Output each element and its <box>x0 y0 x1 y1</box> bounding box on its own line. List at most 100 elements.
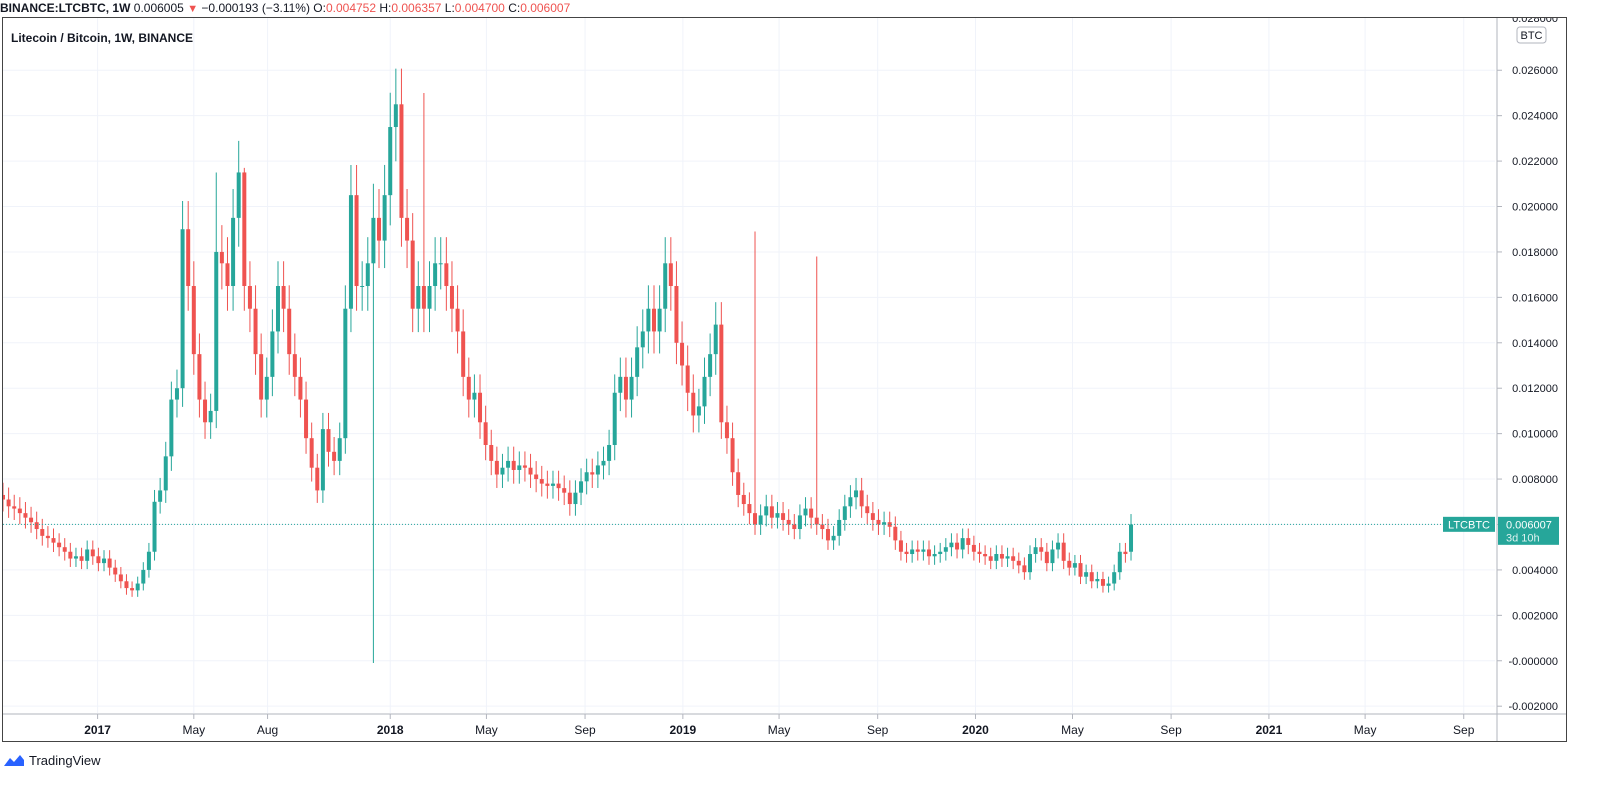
candle[interactable] <box>1067 552 1072 576</box>
candle[interactable] <box>926 540 931 565</box>
candle[interactable] <box>646 285 651 354</box>
candle[interactable] <box>483 405 488 461</box>
candle[interactable] <box>416 261 421 333</box>
candle[interactable] <box>410 213 415 333</box>
candle[interactable] <box>893 516 898 550</box>
candle[interactable] <box>713 302 718 375</box>
candle[interactable] <box>573 480 578 516</box>
candle[interactable] <box>696 388 701 433</box>
candle[interactable] <box>708 333 713 397</box>
candle[interactable] <box>45 526 50 548</box>
candle[interactable] <box>281 261 286 333</box>
candle[interactable] <box>360 261 365 311</box>
candle[interactable] <box>1095 571 1100 589</box>
candle[interactable] <box>618 357 623 412</box>
candle[interactable] <box>298 357 303 418</box>
currency-badge[interactable]: BTC <box>1516 26 1547 44</box>
candle[interactable] <box>130 581 135 597</box>
candle[interactable] <box>118 567 123 589</box>
candle[interactable] <box>68 542 73 567</box>
candle[interactable] <box>231 189 236 311</box>
candle[interactable] <box>79 547 84 570</box>
candle[interactable] <box>1123 542 1128 563</box>
candle[interactable] <box>865 494 870 525</box>
candle[interactable] <box>62 538 67 561</box>
candle[interactable] <box>438 237 443 290</box>
candle[interactable] <box>781 502 786 531</box>
candle[interactable] <box>635 326 640 397</box>
candle[interactable] <box>938 542 943 563</box>
candle[interactable] <box>377 189 382 269</box>
candle[interactable] <box>567 480 572 516</box>
candle[interactable] <box>1061 533 1066 570</box>
candle[interactable] <box>259 333 264 418</box>
candle[interactable] <box>348 164 353 333</box>
candle[interactable] <box>253 285 258 375</box>
candle[interactable] <box>702 357 707 424</box>
candle[interactable] <box>1039 538 1044 561</box>
candle[interactable] <box>977 542 982 563</box>
candle[interactable] <box>960 528 965 559</box>
candle[interactable] <box>943 538 948 561</box>
candle[interactable] <box>169 381 174 471</box>
candle[interactable] <box>34 511 39 540</box>
candle[interactable] <box>292 333 297 397</box>
candle[interactable] <box>887 511 892 538</box>
candle[interactable] <box>949 533 954 557</box>
candle[interactable] <box>651 285 656 354</box>
candle[interactable] <box>753 231 758 535</box>
candle[interactable] <box>320 412 325 503</box>
candle[interactable] <box>85 540 90 570</box>
candle[interactable] <box>517 451 522 484</box>
candle[interactable] <box>247 261 252 333</box>
candle[interactable] <box>674 261 679 365</box>
candle[interactable] <box>910 540 915 563</box>
candle[interactable] <box>809 497 814 529</box>
candle[interactable] <box>921 540 926 561</box>
candle[interactable] <box>1050 540 1055 572</box>
candle[interactable] <box>219 225 224 290</box>
candle[interactable] <box>1129 514 1134 561</box>
candle[interactable] <box>208 393 213 439</box>
candle[interactable] <box>449 261 454 333</box>
candle[interactable] <box>51 528 56 553</box>
candle[interactable] <box>870 502 875 531</box>
candle[interactable] <box>736 458 741 508</box>
candle[interactable] <box>399 68 404 247</box>
candle[interactable] <box>141 562 146 591</box>
candle[interactable] <box>556 470 561 501</box>
candle[interactable] <box>427 261 432 333</box>
candle[interactable] <box>511 446 516 484</box>
candle[interactable] <box>1084 564 1089 585</box>
candle[interactable] <box>590 458 595 488</box>
candle[interactable] <box>814 256 819 535</box>
candle[interactable] <box>124 574 129 595</box>
candle[interactable] <box>545 470 550 499</box>
candle[interactable] <box>17 497 22 525</box>
candle[interactable] <box>691 374 696 433</box>
candle[interactable] <box>12 494 17 520</box>
candle[interactable] <box>332 436 337 476</box>
candle[interactable] <box>724 405 729 454</box>
candle[interactable] <box>680 321 685 386</box>
candle[interactable] <box>747 492 752 525</box>
candle[interactable] <box>657 285 662 354</box>
candle[interactable] <box>522 451 527 482</box>
candle[interactable] <box>73 547 78 567</box>
symbol-name[interactable]: BINANCE:LTCBTC, 1W <box>0 1 131 15</box>
candle[interactable] <box>478 374 483 439</box>
candle[interactable] <box>6 487 11 518</box>
candle[interactable] <box>191 261 196 375</box>
candle[interactable] <box>107 550 112 576</box>
candle[interactable] <box>1100 571 1105 593</box>
candle[interactable] <box>1016 552 1021 574</box>
candle[interactable] <box>96 547 101 572</box>
candle[interactable] <box>730 422 735 486</box>
candle[interactable] <box>825 518 830 550</box>
candle[interactable] <box>623 357 628 418</box>
candle[interactable] <box>152 489 157 561</box>
candle[interactable] <box>236 140 241 247</box>
candle[interactable] <box>831 526 836 550</box>
candle[interactable] <box>994 545 999 570</box>
candle[interactable] <box>803 497 808 527</box>
